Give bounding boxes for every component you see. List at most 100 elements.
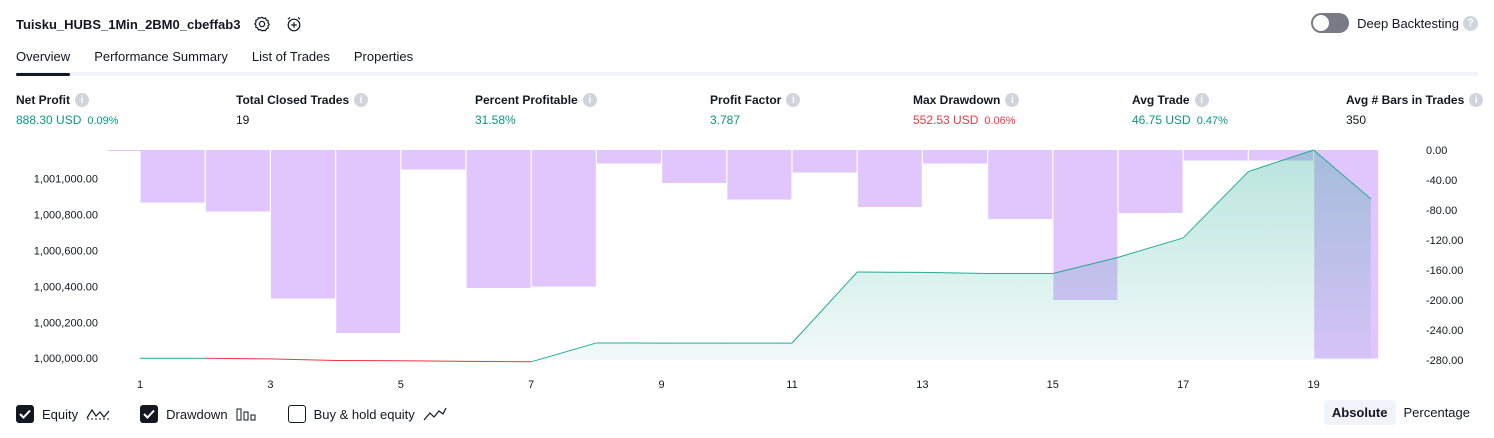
right-axis-tick: -240.00 [1426,325,1463,337]
metric-percent-profitable: Percent Profitable i 31.58% [475,93,597,127]
drawdown-bar [923,150,987,164]
metric-max-drawdown: Max Drawdown i 552.53 USD 0.06% [913,93,1020,127]
metric-value: 552.53 USD [913,113,979,127]
info-icon[interactable]: i [75,93,89,107]
drawdown-bar [988,150,1053,219]
info-icon[interactable]: i [786,93,801,107]
right-axis-tick: -40.00 [1426,175,1457,187]
absolute-button[interactable]: Absolute [1323,400,1396,425]
tab-list-of-trades[interactable]: List of Trades [251,49,330,64]
tab-performance-summary[interactable]: Performance Summary [94,49,228,64]
metric-percent: 0.09% [87,115,119,127]
metric-label: Avg # Bars in Trades [1346,93,1465,107]
legend-drawdown[interactable]: Drawdown [140,405,257,423]
equity-checkbox[interactable] [16,405,34,423]
header: Tuisku_HUBS_1Min_2BM0_cbeffab3 [16,12,304,36]
equity-line-segment [400,360,467,362]
equity-drawdown-chart[interactable]: 1,000,000.00 1,000,200.00 1,000,400.00 1,00… [0,140,1494,396]
metric-label: Net Profit [16,93,70,107]
add-alert-icon[interactable] [284,14,304,34]
drawdown-bar [401,150,466,170]
metric-label: Avg Trade [1132,93,1190,107]
drawdown-checkbox[interactable] [140,405,159,423]
drawdown-bar [1118,150,1183,213]
metric-percent: 0.06% [984,115,1016,127]
buy-hold-checkbox[interactable] [287,405,306,423]
info-icon[interactable]: i [582,93,597,107]
legend-drawdown-label: Drawdown [166,406,228,422]
metric-avg-bars-in-trades: Avg # Bars in Trades i 350 [1346,93,1484,127]
legend-equity[interactable]: Equity [16,405,110,423]
percentage-button[interactable]: Percentage [1403,405,1471,420]
x-axis-tick: 9 [659,379,665,391]
metric-label: Percent Profitable [475,93,578,107]
equity-line-segment [531,342,597,363]
drawdown-bar [205,150,270,212]
tab-overview[interactable]: Overview [16,44,71,76]
x-axis-tick: 13 [916,379,928,391]
metric-value: 46.75 USD [1132,113,1191,127]
right-axis-tick: -160.00 [1426,265,1463,277]
metric-percent: 0.47% [1196,115,1228,127]
left-axis-tick: 1,000,600.00 [34,246,98,258]
drawdown-bar [140,150,205,203]
equity-line-segment [1248,149,1314,173]
tab-bar: Overview Performance Summary List of Tra… [16,44,1478,76]
deep-backtesting-label: Deep Backtesting [1357,15,1459,31]
metric-label: Profit Factor [710,93,782,107]
mode-switcher: Absolute Percentage [1323,400,1478,425]
x-axis-tick: 1 [137,379,143,391]
metric-value: 3.787 [710,113,741,127]
metric-value: 19 [236,113,250,127]
metric-total-closed-trades: Total Closed Trades i 19 [236,93,369,127]
x-axis-tick: 15 [1047,379,1059,391]
equity-line-segment [205,357,271,360]
equity-line-segment [270,358,336,362]
left-axis-tick: 1,000,000.00 [34,353,98,365]
info-icon[interactable]: i [354,93,369,107]
metric-label: Max Drawdown [913,93,1001,107]
drawdown-bar [1183,150,1248,161]
x-axis-tick: 3 [267,379,273,391]
drawdown-bar [792,150,857,173]
legend-buy-hold[interactable]: Buy & hold equity [287,405,447,423]
x-axis-tick: 7 [528,379,534,391]
deep-backtesting-toggle[interactable] [1311,13,1350,33]
metric-avg-trade: Avg Trade i 46.75 USD 0.47% [1132,93,1228,127]
x-axis-tick: 19 [1307,379,1319,391]
equity-line-segment [1052,256,1119,274]
trend-line-icon [423,407,447,421]
toggle-knob [1313,15,1330,31]
left-axis-tick: 1,000,800.00 [34,210,98,222]
metric-value: 888.30 USD [16,113,82,127]
equity-area-fill [140,150,1371,362]
equity-line-segment [791,271,858,344]
info-icon[interactable]: i [1194,93,1209,107]
left-axis-tick: 1,000,400.00 [34,281,98,293]
x-axis-tick: 5 [398,379,404,391]
tab-properties[interactable]: Properties [353,49,414,64]
equity-line-segment [1182,171,1249,239]
info-icon[interactable]: i [1005,93,1020,107]
drawdown-bar [1249,150,1313,161]
strategy-title: Tuisku_HUBS_1Min_2BM0_cbeffab3 [16,16,241,32]
drawdown-bar [531,150,596,287]
left-axis-tick: 1,000,200.00 [34,317,98,329]
help-icon[interactable]: ? [1463,15,1478,31]
settings-icon[interactable] [252,14,272,34]
metric-value: 31.58% [475,113,516,127]
x-axis-tick: 17 [1177,379,1189,391]
x-axis-tick: 11 [786,379,797,391]
metric-value: 350 [1346,113,1367,127]
equity-line-segment [1117,237,1184,258]
info-icon[interactable]: i [1469,93,1484,107]
right-axis-tick: -80.00 [1426,205,1457,217]
chart-legend: Equity Drawdown Buy & hold equity [16,403,477,425]
drawdown-bar [727,150,792,200]
bar-chart-icon [236,407,258,421]
deep-backtesting: Deep Backtesting ? [1311,13,1478,33]
drawdown-bar [597,150,661,164]
right-axis-tick: -200.00 [1426,295,1463,307]
equity-line-segment [1313,149,1372,200]
right-axis-tick: 0.00 [1426,145,1447,157]
